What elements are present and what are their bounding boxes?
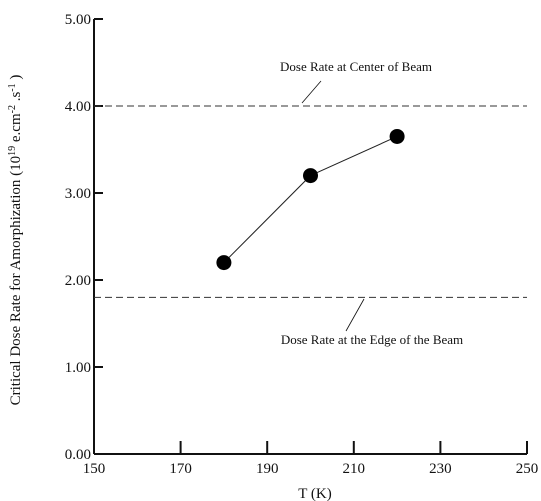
data-point [216, 255, 232, 271]
tick-labels: 0.00 1.00 2.00 3.00 4.00 5.00 150 170 190 210 230 2… [65, 12, 539, 477]
x-tick-label: 150 [83, 461, 106, 477]
data-series [216, 128, 405, 271]
series-line [223, 135, 398, 263]
x-tick-label: 190 [256, 461, 279, 477]
refline-label-edge: Dose Rate at the Edge of the Beam [281, 332, 463, 347]
axes [93, 18, 528, 455]
y-tick-label: 2.00 [65, 273, 91, 289]
x-tick-label: 210 [343, 461, 366, 477]
refline-label-center: Dose Rate at Center of Beam [280, 59, 432, 74]
reference-lines [94, 105, 527, 298]
y-axis-title: Critical Dose Rate for Amorphization (10… [7, 75, 24, 406]
y-tick-label: 4.00 [65, 99, 91, 115]
data-point [303, 168, 318, 184]
y-tick-label: 3.00 [65, 186, 91, 202]
y-tick-label: 1.00 [65, 360, 91, 376]
refline-pointer-center [301, 80, 322, 104]
refline-pointer-edge [345, 298, 365, 332]
x-axis-title: T (K) [298, 486, 331, 501]
y-tick-label: 5.00 [65, 12, 91, 28]
data-point [389, 128, 405, 144]
x-tick-label: 250 [516, 461, 539, 477]
y-tick-label: 0.00 [65, 447, 91, 463]
x-tick-label: 230 [429, 461, 452, 477]
x-tick-label: 170 [169, 461, 192, 477]
